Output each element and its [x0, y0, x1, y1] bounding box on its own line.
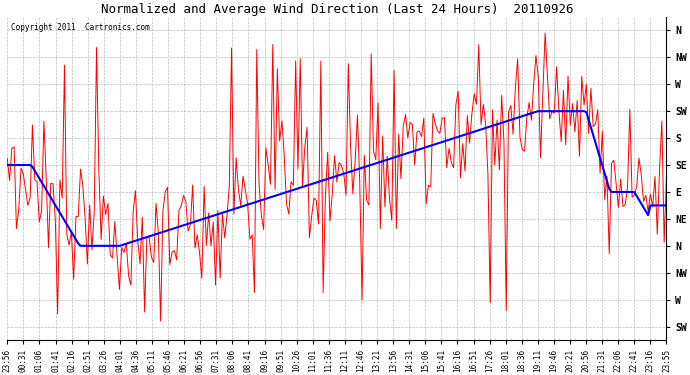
- Text: Copyright 2011  Cartronics.com: Copyright 2011 Cartronics.com: [10, 23, 149, 32]
- Title: Normalized and Average Wind Direction (Last 24 Hours)  20110926: Normalized and Average Wind Direction (L…: [101, 3, 573, 16]
